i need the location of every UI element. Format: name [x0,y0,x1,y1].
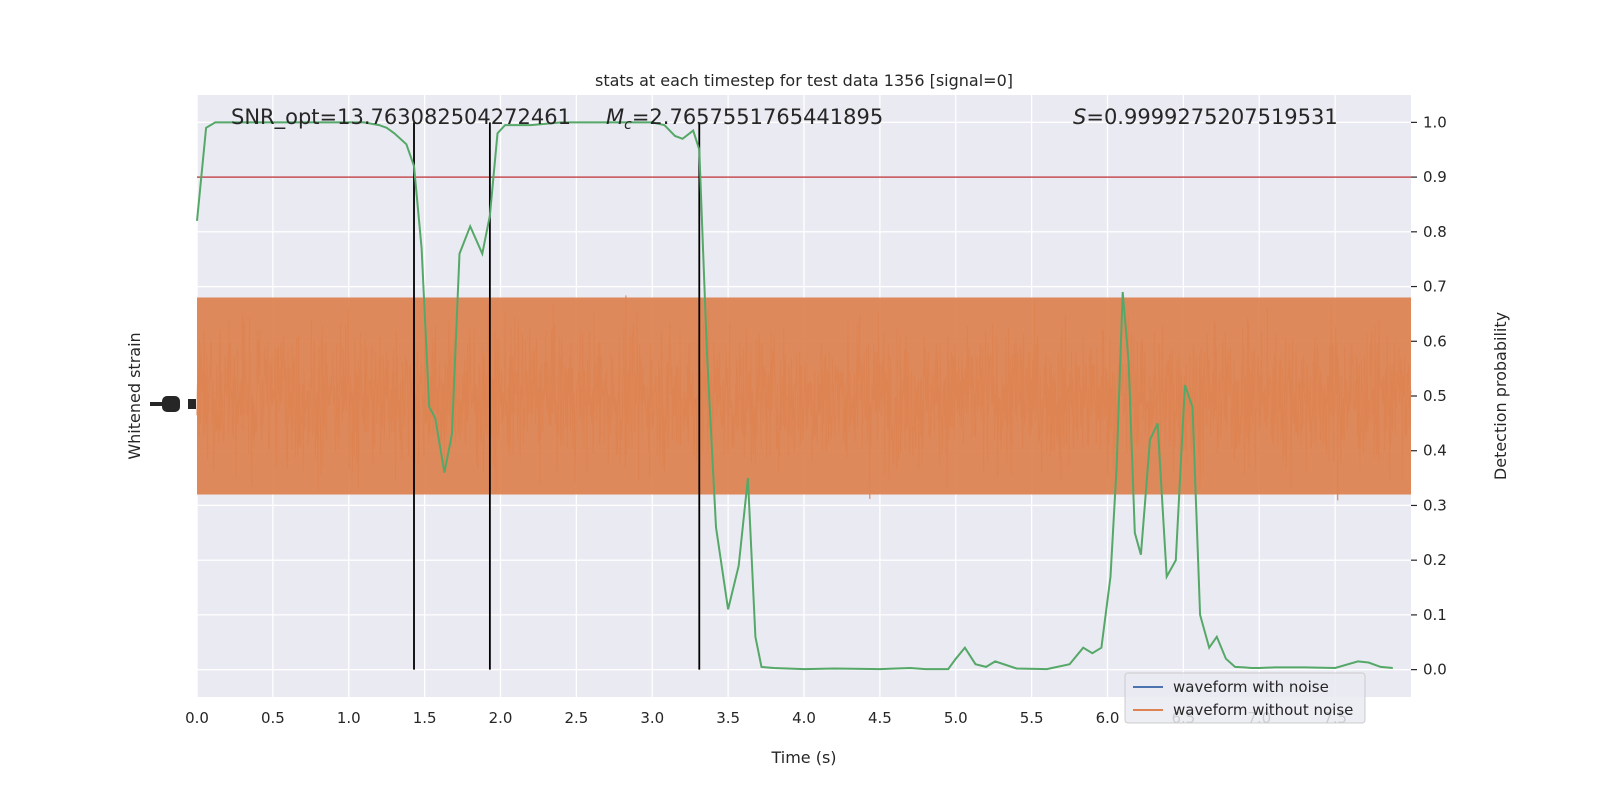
noise-core-band [197,297,1411,495]
x-tick-label: 0.5 [261,709,285,727]
y-tick-label: 0.0 [1423,661,1447,679]
annotation-score-value: =0.9999275207519531 [1086,105,1337,129]
legend-label-waveform-without-noise: waveform without noise [1173,701,1353,719]
y-tick-label: 1.0 [1423,113,1447,131]
annotation-chirp-mass-symbol: M [606,105,624,129]
x-tick-label: 4.0 [792,709,816,727]
legend: waveform with noise waveform without noi… [1124,672,1366,724]
left-axis-tick-cluster [150,396,196,412]
x-tick-label: 1.0 [337,709,361,727]
y-tick-label: 0.3 [1423,496,1447,514]
probability-line [196,121,1393,671]
annotation-snr: SNR_opt=13.763082504272461 [231,105,571,130]
x-tick-label: 2.5 [564,709,588,727]
x-tick-label: 3.5 [716,709,740,727]
y-tick-label: 0.5 [1423,387,1447,405]
left-tick-mark [188,399,196,409]
chart-title: stats at each timestep for test data 135… [595,71,1013,90]
x-tick-label: 5.0 [944,709,968,727]
x-tick-label: 3.0 [640,709,664,727]
x-tick-label: 5.5 [1020,709,1044,727]
annotation-score: S=0.9999275207519531 [1073,105,1338,129]
x-tick-label: 1.5 [413,709,437,727]
x-tick-label: 2.0 [489,709,513,727]
x-tick-label: 0.0 [185,709,209,727]
y-tick-label: 0.9 [1423,168,1447,186]
annotation-chirp-mass: Mc=2.7657551765441895 [606,105,883,133]
y-tick-label: 0.6 [1423,332,1447,350]
right-axis-ticks: 0.0 0.1 0.2 0.3 0.4 0.5 0.6 0.7 0.8 0.9 1.0 [1411,113,1447,679]
x-tick-label: 6.0 [1096,709,1120,727]
y-axis-label-right: Detection probability [1491,312,1510,480]
series-waveform-without-noise [196,295,1412,501]
legend-box [1124,672,1366,724]
legend-label-waveform-with-noise: waveform with noise [1173,678,1329,696]
y-tick-label: 0.4 [1423,442,1447,460]
annotation-score-symbol: S [1073,105,1086,129]
x-axis-label: Time (s) [770,748,836,767]
annotation-chirp-mass-subscript: c [624,117,632,133]
y-tick-label: 0.7 [1423,278,1447,296]
series-detection-probability [196,121,1393,671]
left-tick-mark [162,396,180,412]
y-axis-label-left: Whitened strain [125,332,144,459]
y-tick-label: 0.1 [1423,606,1447,624]
y-tick-label: 0.2 [1423,551,1447,569]
y-tick-label: 0.8 [1423,223,1447,241]
left-tick-mark [150,402,162,406]
annotation-chirp-mass-value: =2.7657551765441895 [632,105,883,129]
x-tick-label: 4.5 [868,709,892,727]
